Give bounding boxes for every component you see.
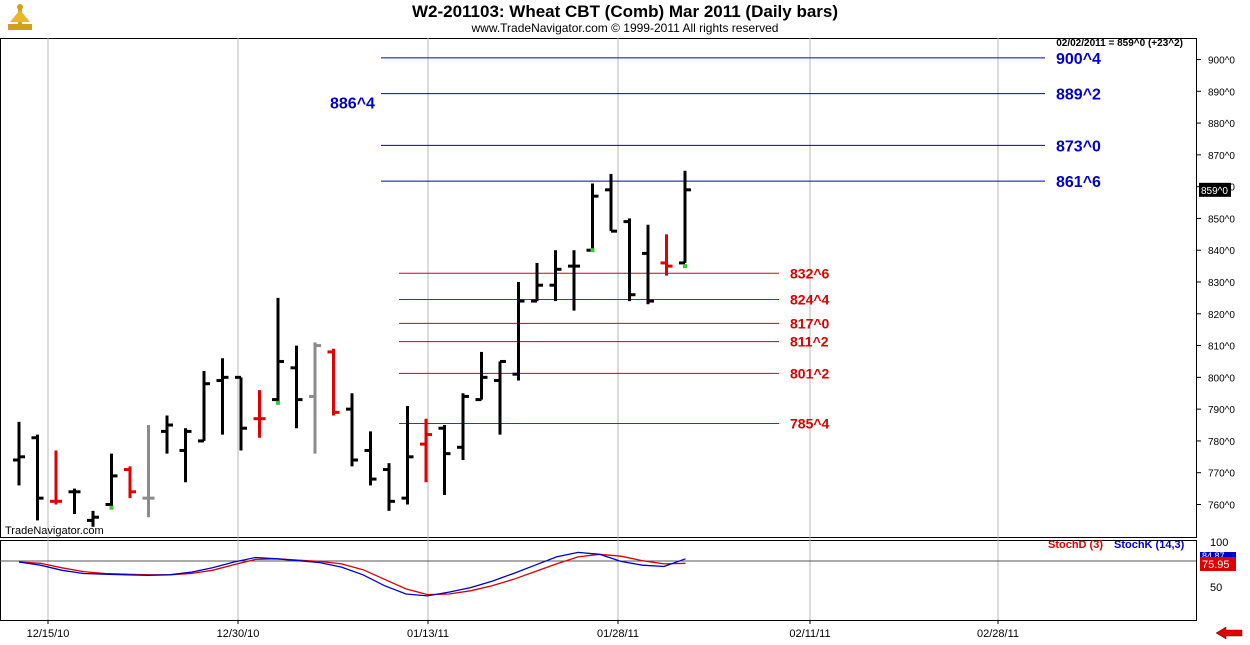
price-tick-label: 870^0	[1208, 151, 1235, 162]
price-panel-frame	[0, 38, 1197, 538]
price-tick-label: 840^0	[1208, 246, 1235, 257]
date-tick-label: 02/11/11	[789, 628, 830, 640]
trade-navigator-logo-icon	[4, 2, 36, 34]
level-label: 900^4	[1056, 51, 1101, 68]
signal-dot	[683, 264, 687, 269]
price-grid	[0, 38, 1197, 621]
price-tick-label: 770^0	[1208, 469, 1235, 480]
signal-dot	[276, 400, 280, 405]
level-label-left: 886^4	[330, 95, 375, 112]
ohlc-bars: TradeNavigator.com	[5, 170, 691, 537]
price-tick-label: 790^0	[1208, 405, 1235, 416]
level-label: 889^2	[1056, 87, 1101, 104]
stoch-d-tag: 75.95	[1202, 559, 1230, 571]
stoch-d-legend: StochD (3)	[1048, 539, 1103, 551]
watermark-text: TradeNavigator.com	[5, 525, 104, 537]
stoch-k-legend: StochK (14,3)	[1114, 539, 1185, 551]
price-axis: 760^0 770^0 780^0 790^0 800^0 810^0 820^0 830^0…	[1056, 38, 1235, 512]
price-tick-label: 800^0	[1208, 373, 1235, 384]
price-tick-label: 890^0	[1208, 87, 1235, 98]
date-tick-label: 01/28/11	[597, 628, 639, 640]
stoch-k-tag: 84.87	[1202, 551, 1225, 561]
scroll-left-arrow-icon[interactable]	[1214, 626, 1244, 640]
level-label: 832^6	[790, 265, 830, 281]
chart-title: W2-201103: Wheat CBT (Comb) Mar 2011 (Da…	[411, 2, 839, 21]
date-tick-label: 01/13/11	[407, 628, 449, 640]
level-label: 861^6	[1056, 174, 1101, 191]
level-label: 785^4	[790, 415, 830, 431]
stoch-tick-label: 50	[1210, 582, 1222, 594]
date-axis: 12/15/10 12/30/10 01/13/11 01/28/11 02/11/11…	[27, 620, 1019, 640]
price-tick-label: 820^0	[1208, 310, 1235, 321]
price-tick-label: 780^0	[1208, 437, 1235, 448]
price-tick-label: 900^0	[1208, 56, 1235, 67]
level-label: 873^0	[1056, 138, 1101, 155]
price-tick-label: 830^0	[1208, 278, 1235, 289]
date-tick-label: 12/15/10	[27, 628, 70, 640]
stoch-k-tag-bg	[1200, 552, 1236, 560]
stoch-tick-label: 100	[1210, 537, 1228, 549]
price-tick-label: 850^0	[1208, 214, 1235, 225]
stoch-panel-frame	[0, 540, 1197, 621]
level-label: 824^4	[790, 291, 830, 307]
signal-dot	[109, 505, 114, 510]
date-tick-label: 12/30/10	[217, 628, 260, 640]
price-tick-label: 810^0	[1208, 342, 1235, 353]
date-tick-label: 02/28/11	[977, 628, 1019, 640]
level-label: 817^0	[790, 315, 830, 331]
level-label: 811^2	[790, 334, 829, 350]
last-price-tag: 859^0	[1201, 186, 1228, 197]
stoch-d-tag-bg	[1200, 557, 1236, 571]
level-label: 801^2	[790, 365, 830, 381]
last-price-tag-bg	[1199, 182, 1231, 197]
quote-readout: 02/02/2011 = 859^0 (+23^2)	[1056, 38, 1183, 49]
signal-dot	[590, 248, 595, 253]
copyright-line: www.TradeNavigator.com © 1999-2011 All r…	[471, 21, 779, 35]
price-tick-label: 880^0	[1208, 119, 1235, 130]
price-levels: 900^4 889^2 886^4 873^0 861^6 832^6 824^4 817^0…	[330, 51, 1101, 432]
price-tick-label: 760^0	[1208, 501, 1235, 512]
stoch-k-line	[18, 551, 686, 597]
